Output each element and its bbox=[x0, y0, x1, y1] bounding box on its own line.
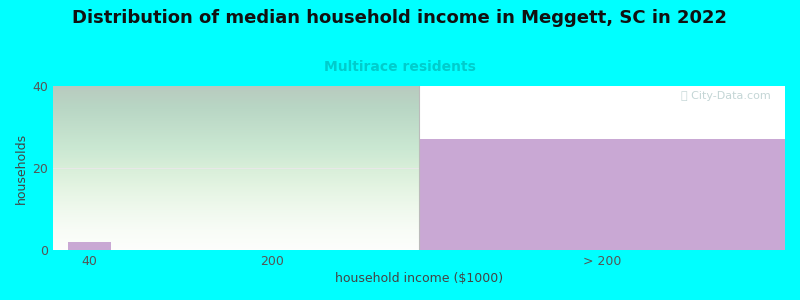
Y-axis label: households: households bbox=[15, 132, 28, 203]
X-axis label: household income ($1000): household income ($1000) bbox=[335, 272, 503, 285]
Bar bbox=[419, 139, 785, 250]
Text: Ⓢ City-Data.com: Ⓢ City-Data.com bbox=[681, 91, 770, 101]
Text: Multirace residents: Multirace residents bbox=[324, 60, 476, 74]
Bar bbox=[67, 242, 111, 250]
Text: Distribution of median household income in Meggett, SC in 2022: Distribution of median household income … bbox=[73, 9, 727, 27]
